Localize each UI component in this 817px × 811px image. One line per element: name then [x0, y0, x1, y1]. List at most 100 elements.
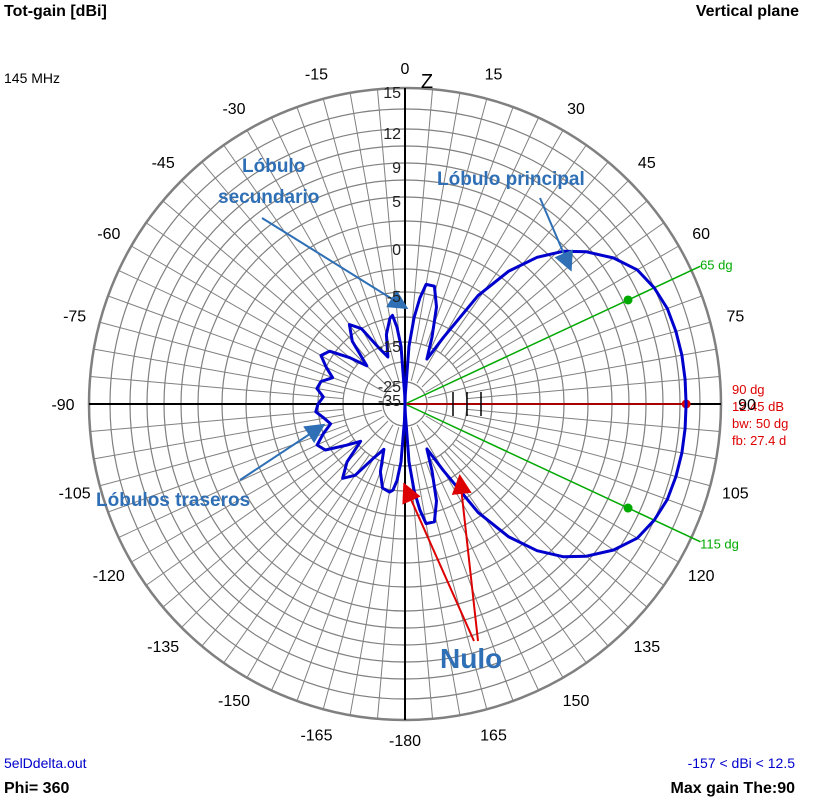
angle-label--180: -180 — [389, 733, 421, 750]
arrow-main-lobe — [539, 197, 573, 272]
frequency-label: 145 MHz — [4, 70, 61, 86]
grid-spoke-140 — [444, 451, 609, 647]
angle-label--60: -60 — [97, 226, 120, 243]
angle-label--45: -45 — [152, 155, 175, 172]
grid-spoke-305 — [145, 222, 355, 369]
radiation-pattern — [314, 249, 688, 559]
grid-spoke-215 — [223, 454, 370, 664]
angle-label-105: 105 — [722, 486, 749, 503]
angle-label--150: -150 — [218, 693, 250, 710]
beamwidth-lines: 65 dg 115 dg 90 dg 12.45 dB bw: 50 dg fb: 27.… — [404, 258, 788, 551]
grid-spoke-185 — [376, 465, 401, 719]
grid-spoke-75 — [428, 321, 711, 399]
angle-label--15: -15 — [305, 67, 328, 84]
grid-spoke-85 — [466, 375, 720, 400]
beamwidth-label-65: 65 dg — [700, 258, 733, 273]
grid-spoke-210 — [246, 424, 394, 678]
grid-spoke-20 — [425, 106, 514, 346]
radial-label-12: 12 — [383, 126, 401, 143]
beamwidth-label-115: 115 dg — [700, 536, 739, 551]
arrow-secondary-lobe — [261, 217, 409, 310]
max-gain-text-0: 90 dg — [732, 382, 765, 397]
grid-spoke-130 — [452, 443, 648, 608]
beamwidth-marker-115 — [623, 503, 633, 513]
annotation-main-lobe: Lóbulo principal — [437, 169, 585, 190]
grid-spoke-55 — [455, 222, 665, 369]
grid-spoke-165 — [410, 427, 488, 710]
grid-spoke-25 — [430, 117, 540, 349]
annotation-secondary-lobe-line1: Lóbulo — [242, 156, 306, 177]
annotation-null: Nulo — [440, 643, 503, 674]
grid-spoke-240 — [131, 415, 385, 563]
grid-spoke-120 — [425, 415, 679, 563]
grid-spoke-235 — [145, 439, 355, 586]
z-axis-label: Z — [421, 71, 433, 93]
angle-label-0: 0 — [401, 61, 410, 78]
grid-spoke-280 — [93, 348, 345, 394]
grid-spoke-205 — [270, 459, 380, 691]
angle-label-15: 15 — [485, 67, 503, 84]
radial-label--35: -35 — [378, 393, 401, 410]
grid-spoke-265 — [90, 408, 344, 433]
radial-label-15: 15 — [383, 85, 401, 102]
angle-label-75: 75 — [726, 308, 744, 325]
grid-spoke-155 — [430, 459, 540, 691]
angle-label--30: -30 — [222, 101, 245, 118]
radial-label--5: -5 — [387, 289, 401, 306]
grid-spoke-335 — [270, 117, 380, 349]
grid-spoke-5 — [409, 89, 434, 343]
angle-label-30: 30 — [567, 101, 585, 118]
grid-spoke-160 — [425, 462, 514, 702]
grid-spoke-275 — [90, 375, 344, 400]
chart-title: Tot-gain [dBi] — [4, 3, 107, 20]
grid-spoke-45 — [421, 180, 629, 388]
grid-spoke-220 — [201, 451, 366, 647]
grid-spoke-125 — [455, 439, 665, 586]
grid-spoke-100 — [465, 414, 717, 460]
grid-spoke-190 — [349, 464, 395, 716]
grid-spoke-195 — [322, 427, 400, 710]
grid-spoke-35 — [440, 144, 587, 354]
arrow-back-lobes — [239, 423, 326, 481]
annotation-arrows — [239, 197, 573, 642]
angle-label-120: 120 — [688, 568, 715, 585]
arrow-null-2 — [451, 474, 479, 642]
angle-label-60: 60 — [692, 226, 710, 243]
grid-spoke-295 — [118, 269, 350, 379]
max-gain-text-3: fb: 27.4 d — [732, 433, 786, 448]
arrow-null-1 — [402, 482, 475, 642]
grid-spoke-170 — [415, 464, 461, 716]
grid-spoke-260 — [93, 414, 345, 460]
beamwidth-line-115 — [404, 403, 701, 543]
grid-spoke-145 — [440, 454, 587, 664]
grid-spoke-95 — [466, 408, 720, 433]
chart-labels: 0 153045607590105120135150165-180-165-150… — [51, 61, 756, 750]
grid-spoke-310 — [162, 200, 358, 365]
angle-label-150: 150 — [563, 693, 590, 710]
gain-range-label: -157 < dBi < 12.5 — [687, 755, 795, 771]
grid-spoke-70 — [463, 295, 703, 384]
angle-label--75: -75 — [63, 308, 86, 325]
grid-spoke-135 — [421, 420, 629, 628]
pattern-curve — [314, 249, 688, 559]
grid-spoke-80 — [465, 348, 717, 394]
max-gain-text-1: 12.45 dB — [732, 399, 784, 414]
grid-spoke-325 — [223, 144, 370, 354]
grid-spoke-230 — [162, 443, 358, 608]
grid-spoke-50 — [452, 200, 648, 365]
plane-label: Vertical plane — [695, 3, 799, 20]
file-name-label: 5elDdelta.out — [4, 755, 87, 771]
radial-label-9: 9 — [392, 160, 401, 177]
angle-label--135: -135 — [147, 639, 179, 656]
max-gain-text-2: bw: 50 dg — [732, 416, 788, 431]
grid-spoke-60 — [425, 245, 679, 393]
grid-spoke-340 — [296, 106, 385, 346]
grid-spoke-10 — [415, 92, 461, 344]
angle-label-90: 90 — [738, 397, 756, 414]
angle-label--90: -90 — [51, 397, 74, 414]
grid-spoke-290 — [107, 295, 347, 384]
grid-spoke-330 — [246, 130, 394, 384]
radial-label--15: -15 — [378, 339, 401, 356]
angle-label-45: 45 — [638, 155, 656, 172]
